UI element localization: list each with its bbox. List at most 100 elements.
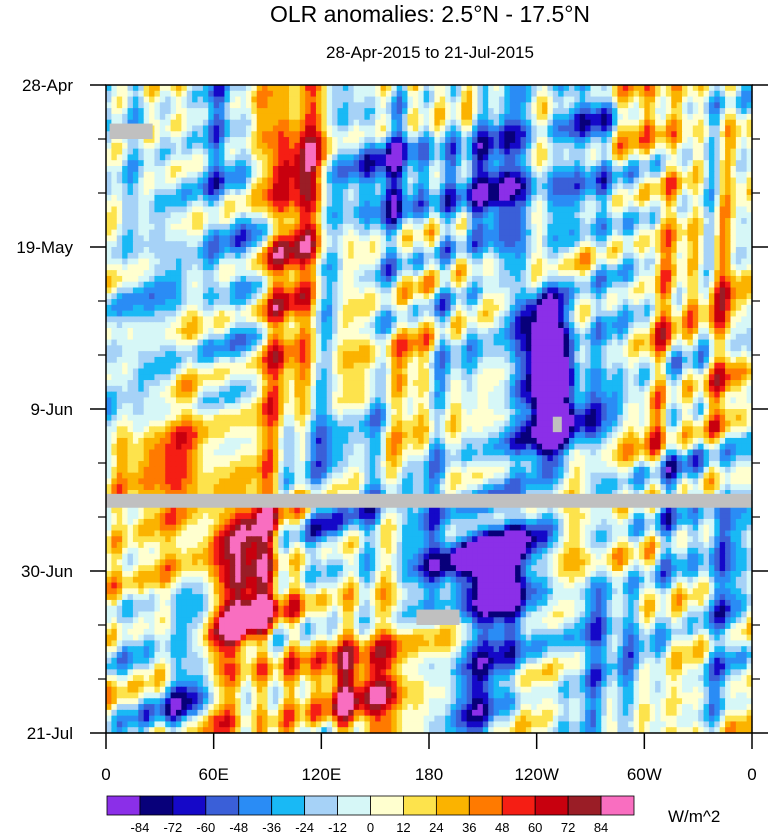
heatmap-cell [655, 148, 662, 156]
heatmap-cell [585, 270, 592, 277]
heatmap-cell [552, 154, 559, 161]
heatmap-cell [159, 131, 166, 138]
heatmap-cell [289, 113, 296, 121]
heatmap-cell [531, 142, 538, 150]
heatmap-cell [385, 247, 392, 254]
heatmap-cell [455, 113, 462, 121]
heatmap-cell [595, 108, 602, 115]
heatmap-cell [698, 212, 705, 219]
heatmap-cell [186, 119, 193, 127]
heatmap-cell [224, 310, 231, 318]
heatmap-cell [202, 160, 209, 167]
heatmap-cell [278, 177, 285, 184]
heatmap-cell [262, 247, 269, 254]
heatmap-cell [725, 293, 732, 300]
heatmap-cell [563, 166, 570, 173]
heatmap-cell [493, 264, 500, 271]
heatmap-cell [359, 125, 365, 132]
heatmap-cell [429, 206, 435, 213]
heatmap-cell [676, 171, 683, 179]
heatmap-cell [515, 206, 522, 213]
heatmap-cell [359, 154, 365, 161]
heatmap-cell [256, 90, 263, 98]
heatmap-cell [434, 125, 441, 132]
heatmap-cell [622, 137, 629, 144]
heatmap-cell [143, 200, 150, 208]
heatmap-cell [402, 287, 409, 294]
heatmap-cell [380, 160, 387, 167]
heatmap-cell [655, 264, 662, 271]
heatmap-cell [585, 113, 592, 121]
heatmap-cell [310, 137, 317, 144]
heatmap-cell [730, 102, 737, 109]
heatmap-cell [375, 293, 382, 300]
heatmap-cell [509, 131, 516, 138]
heatmap-cell [574, 113, 581, 121]
heatmap-cell [515, 258, 522, 265]
heatmap-cell [682, 281, 688, 289]
heatmap-cell [439, 189, 446, 196]
heatmap-cell [111, 137, 118, 144]
heatmap-cell [299, 189, 306, 196]
heatmap-cell [111, 206, 118, 213]
heatmap-cell [633, 281, 640, 289]
heatmap-cell [638, 247, 645, 254]
heatmap-cell [558, 154, 565, 161]
heatmap-cell [434, 137, 441, 144]
heatmap-cell [665, 241, 672, 248]
heatmap-cell [402, 171, 409, 179]
heatmap-cell [579, 241, 586, 248]
heatmap-cell [143, 212, 150, 219]
heatmap-cell [536, 160, 543, 167]
heatmap-cell [638, 148, 645, 156]
heatmap-cell [326, 166, 333, 173]
heatmap-cell [445, 142, 452, 150]
heatmap-cell [375, 171, 382, 179]
heatmap-cell [116, 142, 123, 150]
heatmap-cell [515, 212, 522, 219]
heatmap-cell [466, 258, 473, 265]
heatmap-cell [628, 137, 635, 144]
heatmap-cell [299, 96, 306, 103]
heatmap-cell [698, 270, 705, 277]
heatmap-cell [536, 218, 543, 225]
heatmap-cell [698, 137, 705, 144]
heatmap-cell [289, 275, 296, 283]
heatmap-cell [579, 160, 586, 167]
heatmap-cell [488, 252, 495, 260]
heatmap-cell [644, 293, 651, 300]
heatmap-cell [638, 281, 645, 289]
heatmap-cell [423, 183, 430, 190]
heatmap-cell [590, 281, 597, 289]
heatmap-cell [219, 85, 226, 92]
heatmap-cell [122, 241, 129, 248]
heatmap-cell [682, 183, 688, 190]
heatmap-cell [466, 252, 473, 260]
heatmap-cell [149, 96, 156, 103]
heatmap-cell [132, 166, 139, 173]
heatmap-cell [730, 200, 737, 208]
heatmap-cell [353, 183, 360, 190]
heatmap-cell [638, 177, 645, 184]
heatmap-cell [315, 229, 322, 237]
heatmap-cell [687, 310, 694, 318]
heatmap-cell [154, 125, 161, 132]
heatmap-cell [127, 166, 134, 173]
heatmap-cell [294, 113, 301, 121]
heatmap-cell [154, 310, 161, 318]
heatmap-cell [612, 235, 619, 242]
heatmap-cell [730, 154, 737, 161]
heatmap-cell [461, 108, 468, 115]
heatmap-cell [552, 148, 559, 156]
heatmap-cell [385, 299, 392, 306]
heatmap-cell [149, 108, 156, 115]
heatmap-cell [703, 293, 710, 300]
heatmap-cell [213, 85, 220, 92]
heatmap-cell [730, 275, 737, 283]
heatmap-cell [305, 281, 312, 289]
heatmap-cell [385, 287, 392, 294]
heatmap-cell [186, 281, 193, 289]
heatmap-cell [665, 287, 672, 294]
heatmap-cell [725, 160, 732, 167]
heatmap-cell [568, 293, 575, 300]
